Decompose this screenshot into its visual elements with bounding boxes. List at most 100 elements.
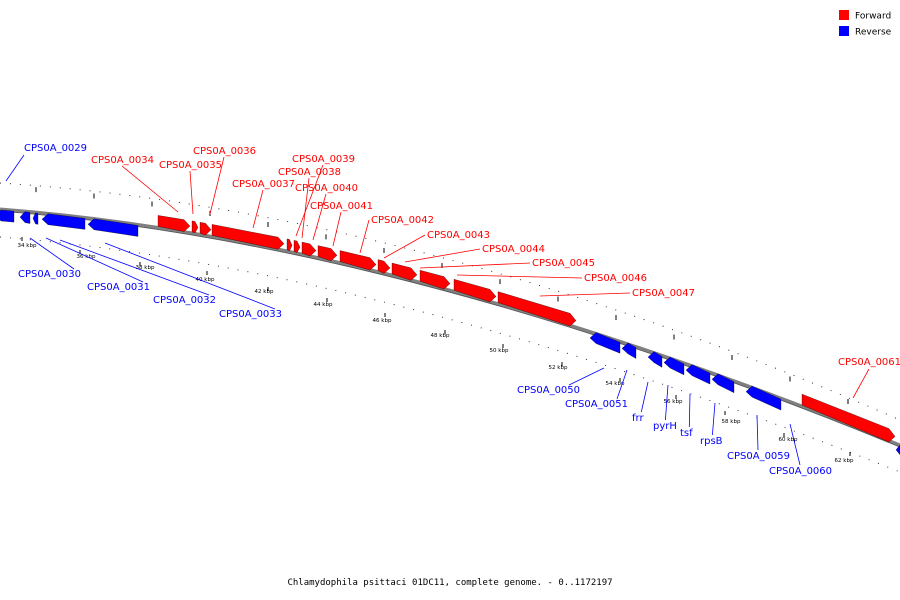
forward-gene-feature (191, 220, 199, 234)
reverse-leader-line (616, 369, 628, 400)
ruler-tick-label: 60 kbp (779, 437, 798, 443)
forward-gene-label: CPS0A_0042 (371, 215, 434, 226)
ruler-tick-label: 34 kbp (18, 243, 37, 249)
forward-gene-label: CPS0A_0041 (310, 201, 373, 212)
forward-gene-label: CPS0A_0045 (532, 258, 595, 269)
ruler-tick-label: 46 kbp (373, 318, 392, 324)
forward-leader-line (456, 274, 583, 279)
ruler-tick-label: 40 kbp (196, 277, 215, 283)
forward-leader-line (312, 193, 327, 241)
forward-leader-line (121, 165, 179, 213)
reverse-gene-feature (589, 332, 621, 354)
forward-leader-line (209, 156, 225, 215)
forward-gene-label: CPS0A_0036 (193, 146, 256, 157)
gene-features (0, 209, 900, 455)
reverse-gene-feature (895, 444, 900, 455)
forward-leader-line (539, 292, 631, 297)
ruler-ticks (21, 187, 851, 456)
reverse-gene-label: CPS0A_0051 (565, 399, 628, 410)
forward-gene-label: CPS0A_0040 (295, 183, 358, 194)
reverse-gene-feature (711, 373, 735, 393)
reverse-gene-label: CPS0A_0032 (153, 295, 216, 306)
forward-leader-line (383, 234, 426, 259)
legend-reverse-swatch (839, 26, 849, 36)
forward-gene-feature (339, 250, 377, 271)
forward-gene-feature (293, 240, 301, 253)
ruler-tick-label: 36 kbp (77, 254, 96, 260)
forward-gene-feature (157, 215, 191, 232)
legend-forward-swatch (839, 10, 849, 20)
reverse-leader-line (640, 381, 649, 413)
forward-leader-line (332, 211, 342, 247)
forward-gene-feature (211, 224, 285, 250)
reverse-leader-line (712, 402, 716, 436)
reverse-leader-line (59, 239, 210, 296)
forward-gene-label: CPS0A_0037 (232, 179, 295, 190)
ruler-tick-label: 52 kbp (549, 365, 568, 371)
forward-gene-feature (391, 262, 418, 281)
forward-gene-label: CPS0A_0046 (584, 273, 647, 284)
forward-gene-label: CPS0A_0047 (632, 288, 695, 299)
forward-gene-label: CPS0A_0035 (159, 160, 222, 171)
forward-leader-line (419, 262, 531, 269)
forward-gene-feature (419, 269, 451, 290)
reverse-gene-feature (621, 342, 637, 359)
reverse-leader-line (756, 414, 759, 451)
label-leader-lines (5, 154, 870, 466)
gene-labels: CPS0A_0034 CPS0A_0035 CPS0A_0036 CPS0A_0037… (18, 143, 900, 477)
inner-ruler-track (0, 236, 900, 473)
forward-gene-label: CPS0A_0061 (838, 357, 900, 368)
reverse-gene-label: CPS0A_0050 (517, 385, 580, 396)
forward-gene-feature (453, 279, 497, 303)
forward-gene-label: CPS0A_0034 (91, 155, 154, 166)
forward-gene-feature (801, 393, 896, 443)
forward-leader-line (852, 368, 870, 399)
forward-gene-feature (497, 291, 577, 327)
forward-leader-line (301, 177, 310, 239)
ruler-tick-labels: 34 kbp 36 kbp 38 kbp 40 kbp 42 kbp 44 kbp 46 k… (18, 243, 854, 464)
forward-gene-label: CPS0A_0043 (427, 230, 490, 241)
forward-gene-feature (301, 241, 317, 257)
ruler-tick-label: 62 kbp (835, 458, 854, 464)
ruler-tick-label: 54 kbp (606, 381, 625, 387)
reverse-leader-line (665, 384, 669, 421)
forward-gene-feature (377, 259, 391, 274)
genome-caption: Chlamydophila psittaci 01DC11, complete … (287, 578, 613, 588)
reverse-gene-label: CPS0A_0029 (24, 143, 87, 154)
reverse-gene-label: pyrH (653, 421, 677, 432)
reverse-gene-feature (87, 218, 139, 237)
forward-gene-feature (317, 245, 338, 262)
ruler-tick-label: 58 kbp (722, 419, 741, 425)
reverse-gene-feature (32, 212, 39, 225)
reverse-gene-label: CPS0A_0033 (219, 309, 282, 320)
reverse-gene-feature (41, 213, 86, 230)
forward-gene-label: CPS0A_0044 (482, 244, 545, 255)
reverse-leader-line (29, 237, 75, 270)
outer-ruler-track (0, 182, 900, 421)
reverse-leader-line (789, 423, 801, 466)
reverse-gene-label: frr (632, 413, 644, 424)
forward-gene-feature (199, 222, 212, 236)
genome-backbone (0, 207, 900, 447)
reverse-gene-feature (647, 351, 663, 368)
reverse-gene-label: CPS0A_0030 (18, 269, 81, 280)
reverse-gene-label: CPS0A_0031 (87, 282, 150, 293)
reverse-leader-line (688, 393, 691, 428)
reverse-gene-feature (745, 385, 782, 411)
reverse-gene-label: tsf (680, 428, 693, 439)
reverse-gene-label: CPS0A_0059 (727, 451, 790, 462)
forward-leader-line (404, 248, 481, 263)
ruler-tick-label: 50 kbp (490, 348, 509, 354)
reverse-leader-line (5, 154, 25, 182)
reverse-gene-feature (663, 356, 685, 376)
ruler-tick-label: 38 kbp (136, 265, 155, 271)
reverse-gene-label: CPS0A_0060 (769, 466, 832, 477)
forward-leader-line (295, 164, 324, 237)
ruler-tick-label: 56 kbp (664, 399, 683, 405)
ruler-tick-label: 48 kbp (431, 333, 450, 339)
reverse-gene-feature (0, 209, 15, 223)
legend: Forward Reverse (839, 10, 892, 38)
forward-gene-label: CPS0A_0039 (292, 154, 355, 165)
reverse-leader-line (104, 242, 276, 310)
